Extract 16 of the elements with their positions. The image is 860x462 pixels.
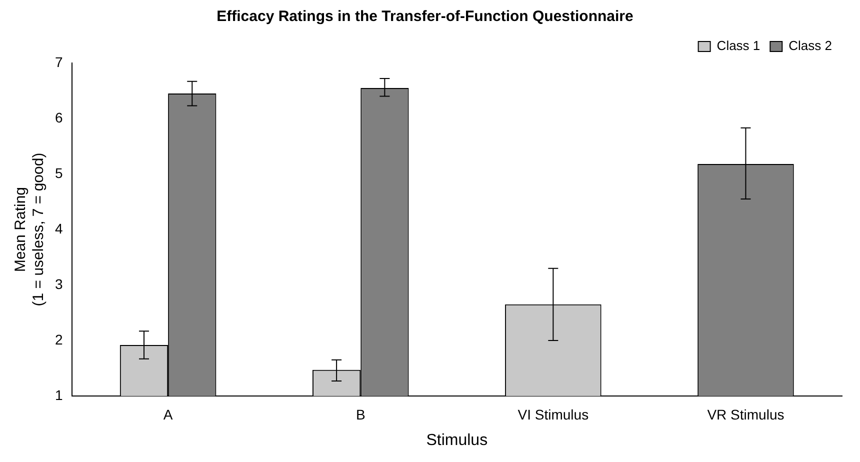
y-tick-label: 1 xyxy=(54,386,63,403)
y-tick-label: 6 xyxy=(54,109,63,126)
y-tick-label: 5 xyxy=(54,164,63,181)
y-axis-title: Mean Rating (1 = useless, 7 = good) xyxy=(12,152,48,306)
x-axis-title: Stimulus xyxy=(426,432,488,449)
x-tick-label: VI Stimulus xyxy=(518,406,589,422)
y-tick-label: 3 xyxy=(54,276,63,292)
y-tick-label: 2 xyxy=(54,331,63,348)
chart-title: Efficacy Ratings in the Transfer-of-Function Questionnaire xyxy=(216,8,634,26)
x-tick-label: A xyxy=(163,406,174,422)
y-tick-label: 7 xyxy=(54,54,63,70)
legend-label: Class 1 xyxy=(716,38,760,54)
legend-label: Class 2 xyxy=(788,38,832,54)
x-tick-label: VR Stimulus xyxy=(707,406,784,422)
x-tick-label: B xyxy=(356,406,366,422)
y-tick-label: 4 xyxy=(54,220,63,236)
